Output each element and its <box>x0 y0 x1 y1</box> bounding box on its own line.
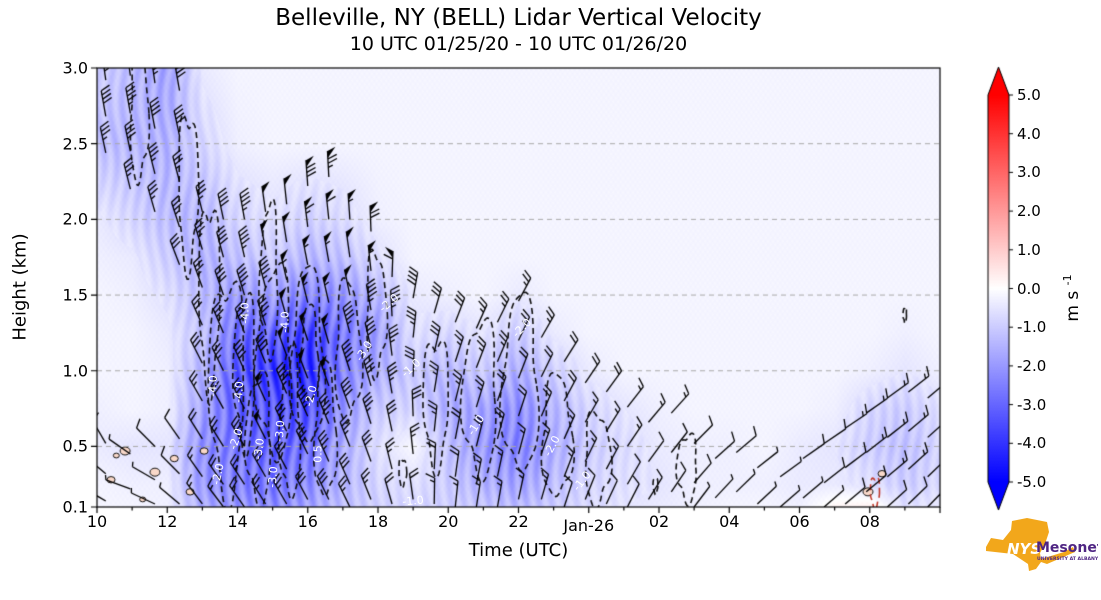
contour-label: -3.0 <box>265 465 281 488</box>
y-tick-label: 2.0 <box>62 209 88 229</box>
nys-mesonet-logo: NYS Mesonet UNIVERSITY AT ALBANY <box>986 518 1098 571</box>
colorbar-tick-label: -1.0 <box>1017 318 1047 337</box>
x-tick-label: 04 <box>719 512 740 531</box>
contour-label: -4.0 <box>238 302 252 324</box>
y-tick-label: 2.5 <box>62 134 88 154</box>
x-tick-label: 10 <box>86 512 108 531</box>
x-tick-label: 02 <box>648 512 670 531</box>
x-tick-label: Jan-26 <box>563 516 615 535</box>
chart-subtitle: 10 UTC 01/25/20 - 10 UTC 01/26/20 <box>349 33 688 55</box>
colorbar-tick-label: -4.0 <box>1017 434 1047 453</box>
chart-title: Belleville, NY (BELL) Lidar Vertical Vel… <box>275 5 762 31</box>
colorbar-tick-label: -3.0 <box>1017 395 1047 414</box>
y-axis-label: Height (km) <box>9 233 31 341</box>
colorbar-tick-label: 3.0 <box>1017 163 1041 182</box>
x-tick-label: 14 <box>227 512 248 531</box>
new-york-state-icon <box>986 518 1075 571</box>
contour-label: -4.0 <box>206 374 220 397</box>
contour-label: -4.0 <box>232 380 247 404</box>
x-tick-label: 16 <box>297 512 318 531</box>
contour-label: 0.5 <box>311 445 325 463</box>
y-tick-label: 1.0 <box>62 361 88 381</box>
colorbar-tick-label: 1.0 <box>1017 240 1041 259</box>
x-tick-label: 12 <box>157 512 178 531</box>
colorbar-tick-label: -5.0 <box>1017 473 1047 491</box>
x-tick-label: 20 <box>438 512 459 531</box>
logo-name-text: Mesonet <box>1036 540 1098 556</box>
y-tick-label: 3.0 <box>62 58 88 78</box>
x-tick-label: 18 <box>367 512 389 531</box>
colorbar-tick-label: 2.0 <box>1017 202 1041 221</box>
x-axis-label: Time (UTC) <box>468 540 569 561</box>
contour-label: -3.0 <box>272 420 287 443</box>
colorbar-tick-label: 4.0 <box>1017 124 1041 143</box>
contour-label: -4.0 <box>278 311 292 334</box>
x-tick-label: 22 <box>508 512 529 531</box>
colorbar-tick-label: -2.0 <box>1017 356 1047 375</box>
y-tick-label: 0.1 <box>62 497 88 517</box>
y-tick-label: 1.5 <box>62 285 88 305</box>
colorbar-tick-label: 5.0 <box>1017 86 1041 104</box>
x-tick-label: 06 <box>789 512 810 531</box>
contour-label: -1.0 <box>401 493 425 509</box>
colorbar-unit-label: m s -1 <box>1061 274 1083 322</box>
logo-sub-text: UNIVERSITY AT ALBANY <box>1037 556 1098 562</box>
colorbar-tick-label: 0.0 <box>1017 279 1041 298</box>
y-tick-label: 0.5 <box>62 436 88 456</box>
x-tick-label: 08 <box>859 512 880 531</box>
logo-org-text: NYS <box>1007 540 1041 558</box>
